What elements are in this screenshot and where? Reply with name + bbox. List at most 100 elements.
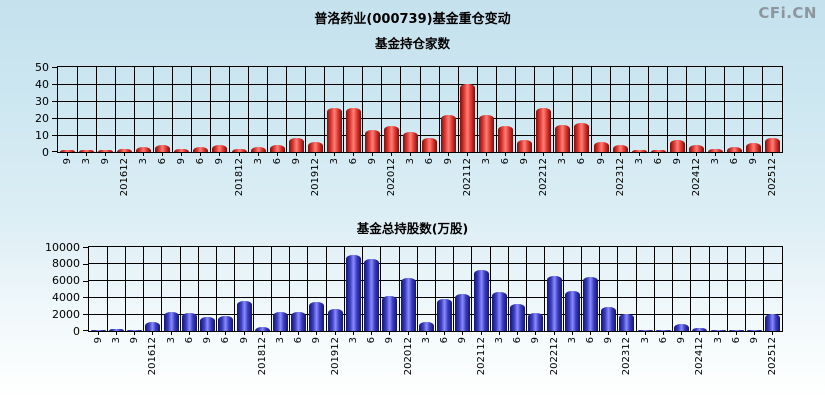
y-tick-label: 0 (73, 324, 80, 338)
x-axis-tick (524, 152, 526, 156)
bar (574, 123, 589, 152)
x-axis-tick (352, 331, 354, 335)
bar (346, 108, 361, 152)
gridline-vertical (726, 247, 728, 331)
x-tick-label: 202512 (767, 337, 779, 376)
x-axis-tick (444, 331, 446, 335)
x-tick-label: 202212 (538, 158, 550, 197)
gridline-vertical (324, 67, 326, 152)
x-axis-tick (200, 152, 202, 156)
gridline-vertical (617, 247, 619, 331)
x-axis-tick (105, 152, 107, 156)
x-tick-label: 3 (347, 337, 359, 344)
x-tick-label: 6 (271, 158, 283, 165)
x-tick-label: 201812 (256, 337, 268, 376)
bar (382, 296, 397, 331)
x-axis-tick (681, 331, 683, 335)
y-axis-tick (52, 135, 57, 136)
gridline-vertical (171, 67, 173, 152)
gridline-vertical (380, 247, 382, 331)
gridline-vertical (590, 67, 592, 152)
x-tick-label: 3 (566, 337, 578, 344)
y-tick-label: 50 (35, 60, 49, 74)
y-tick-label: 0 (42, 145, 49, 159)
bar (474, 270, 489, 331)
bar (479, 115, 494, 152)
gridline-vertical (228, 67, 230, 152)
x-tick-label: 3 (493, 337, 505, 344)
x-tick-label: 201912 (329, 337, 341, 376)
gridline-vertical (457, 67, 459, 152)
x-tick-label: 201612 (147, 337, 159, 376)
x-axis-tick (86, 152, 88, 156)
gridline-vertical (133, 67, 135, 152)
x-tick-label: 9 (749, 337, 761, 344)
x-tick-label: 9 (129, 337, 141, 344)
bar (403, 132, 418, 152)
x-axis-tick (714, 152, 716, 156)
x-axis-tick (429, 152, 431, 156)
bar (346, 255, 361, 331)
y-tick-label: 2000 (52, 307, 80, 321)
bar (364, 259, 379, 331)
gridline-vertical (705, 67, 707, 152)
bar (145, 322, 160, 331)
x-axis-tick (333, 152, 335, 156)
bar (182, 313, 197, 331)
bar (422, 138, 437, 152)
bar (711, 330, 726, 331)
x-axis-tick (314, 152, 316, 156)
gridline-vertical (248, 67, 250, 152)
x-tick-label: 3 (110, 337, 122, 344)
x-axis-tick (562, 152, 564, 156)
y-axis-tick (83, 330, 88, 331)
bar (127, 330, 142, 331)
bar (613, 145, 628, 152)
x-tick-label: 3 (420, 337, 432, 344)
bar (727, 147, 742, 152)
y-tick-label: 20 (35, 111, 49, 125)
gridline-vertical (544, 247, 546, 331)
x-axis-tick (334, 331, 336, 335)
bar (555, 125, 570, 152)
x-axis-tick (409, 152, 411, 156)
bar (200, 317, 215, 331)
bar (765, 138, 780, 152)
bar (117, 149, 132, 152)
gridline-vertical (161, 247, 163, 331)
x-tick-label: 9 (100, 158, 112, 165)
x-tick-label: 3 (557, 158, 569, 165)
gridline-vertical (114, 67, 116, 152)
x-axis-tick (505, 152, 507, 156)
bar (517, 140, 532, 152)
bar (619, 314, 634, 331)
x-axis-tick (261, 331, 263, 335)
x-tick-label: 6 (183, 337, 195, 344)
gridline-vertical (398, 247, 400, 331)
x-axis-tick (448, 152, 450, 156)
gridline-vertical (179, 247, 181, 331)
x-axis-tick (600, 152, 602, 156)
bar (437, 299, 452, 331)
x-axis-tick (486, 152, 488, 156)
x-axis-tick (279, 331, 281, 335)
x-tick-label: 202112 (462, 158, 474, 197)
bar (455, 294, 470, 331)
gridline-vertical (267, 67, 269, 152)
bar (692, 328, 707, 331)
x-axis-tick (97, 331, 99, 335)
x-axis-tick (462, 331, 464, 335)
x-axis-tick (162, 152, 164, 156)
x-axis-tick (480, 331, 482, 335)
x-tick-label: 9 (202, 337, 214, 344)
bar (218, 316, 233, 331)
x-tick-label: 9 (530, 337, 542, 344)
y-axis-tick (83, 314, 88, 316)
x-tick-label: 9 (311, 337, 323, 344)
x-axis-tick (754, 331, 756, 335)
bar (237, 301, 252, 331)
x-axis-tick (225, 331, 227, 335)
gridline-vertical (252, 247, 254, 331)
bar (91, 330, 106, 331)
gridline-vertical (724, 67, 726, 152)
